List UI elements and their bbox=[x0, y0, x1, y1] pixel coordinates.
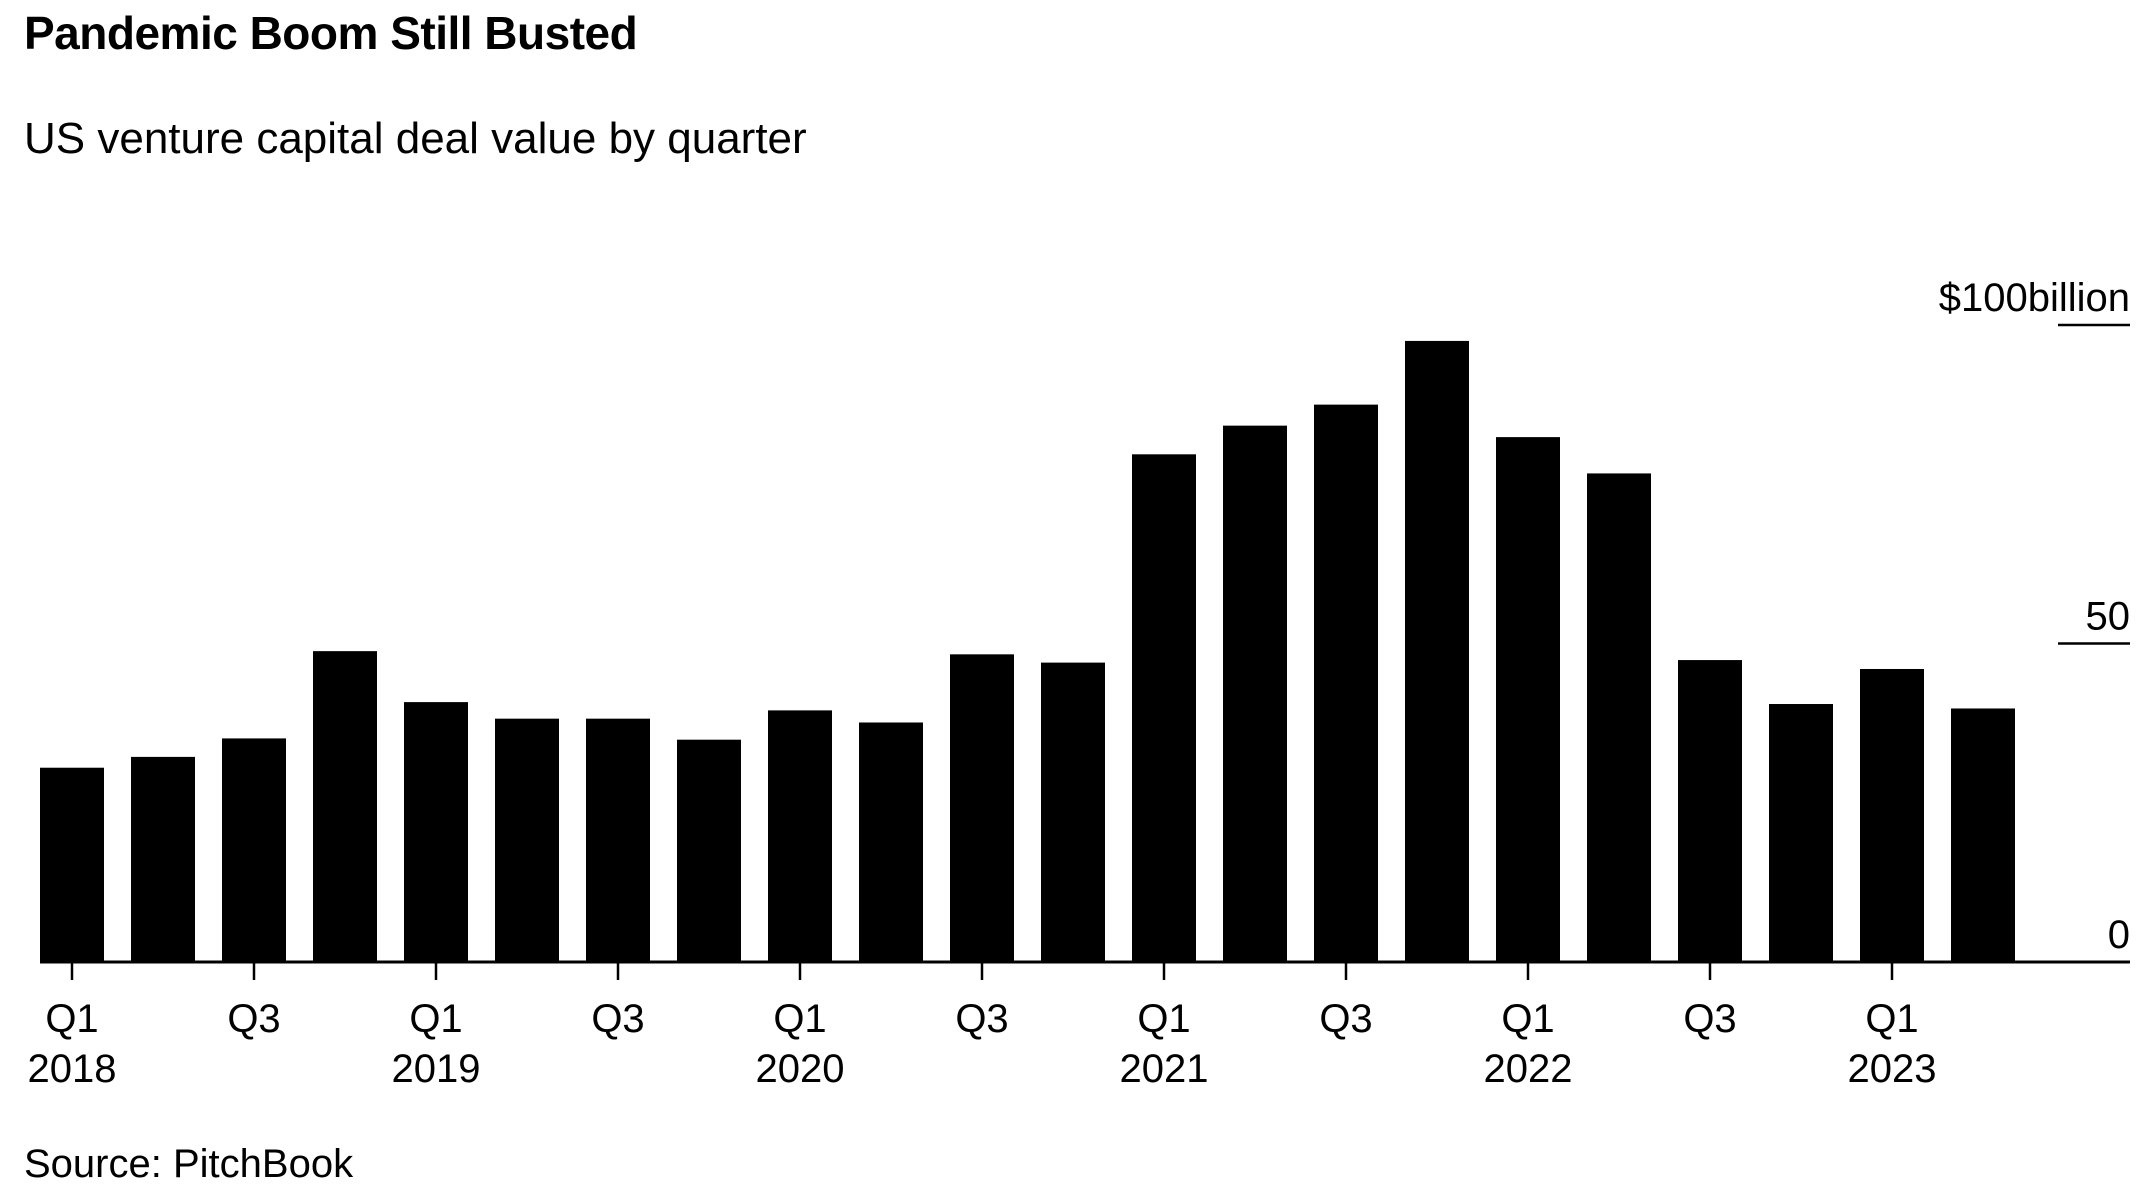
x-tick-year-label: 2019 bbox=[392, 1047, 481, 1091]
x-tick-label: Q3 bbox=[955, 997, 1008, 1041]
y-tick-label: 0 bbox=[2108, 913, 2130, 957]
bar bbox=[222, 738, 286, 962]
bar-series bbox=[40, 340, 2015, 962]
bar bbox=[1223, 425, 1287, 962]
y-axis: $100billion 50 0 bbox=[1939, 276, 2130, 957]
x-tick-year-label: 2021 bbox=[1120, 1047, 1209, 1091]
bar bbox=[1587, 473, 1651, 962]
x-tick-year-label: 2018 bbox=[28, 1047, 117, 1091]
x-tick-label: Q1 bbox=[45, 997, 98, 1041]
chart-subtitle: US venture capital deal value by quarter bbox=[24, 114, 807, 163]
x-tick-label: Q3 bbox=[1683, 997, 1736, 1041]
bar bbox=[1314, 404, 1378, 962]
bar bbox=[1769, 704, 1833, 962]
x-axis: Q1 2018 Q3 Q1 2019 Q3 Q1 2020 Q3 Q1 2021 Q3 Q1 2022 Q3… bbox=[28, 962, 1937, 1091]
bar bbox=[677, 739, 741, 962]
bar bbox=[495, 718, 559, 962]
y-tick-label: $100billion bbox=[1939, 276, 2130, 320]
bar bbox=[768, 710, 832, 962]
x-tick-year-label: 2020 bbox=[756, 1047, 845, 1091]
x-tick-year-label: 2023 bbox=[1848, 1047, 1937, 1091]
bar bbox=[1405, 340, 1469, 962]
x-tick-label: Q3 bbox=[227, 997, 280, 1041]
source-note: Source: PitchBook bbox=[24, 1142, 354, 1186]
bar bbox=[586, 718, 650, 962]
bar bbox=[950, 654, 1014, 962]
bar bbox=[859, 722, 923, 962]
x-tick-year-label: 2022 bbox=[1484, 1047, 1573, 1091]
bar bbox=[1678, 660, 1742, 962]
bar bbox=[1041, 662, 1105, 962]
x-tick-label: Q1 bbox=[1865, 997, 1918, 1041]
x-tick-label: Q1 bbox=[1501, 997, 1554, 1041]
x-tick-label: Q1 bbox=[1137, 997, 1190, 1041]
bar bbox=[1132, 454, 1196, 962]
x-tick-label: Q3 bbox=[591, 997, 644, 1041]
y-tick-label: 50 bbox=[2086, 595, 2131, 639]
chart-title: Pandemic Boom Still Busted bbox=[24, 7, 638, 59]
bar bbox=[404, 702, 468, 962]
bar bbox=[1860, 668, 1924, 962]
bar bbox=[40, 767, 104, 962]
x-tick-label: Q1 bbox=[773, 997, 826, 1041]
bar bbox=[313, 651, 377, 962]
bar bbox=[1951, 708, 2015, 962]
x-tick-label: Q1 bbox=[409, 997, 462, 1041]
bar bbox=[131, 756, 195, 962]
x-tick-label: Q3 bbox=[1319, 997, 1372, 1041]
bar bbox=[1496, 437, 1560, 962]
